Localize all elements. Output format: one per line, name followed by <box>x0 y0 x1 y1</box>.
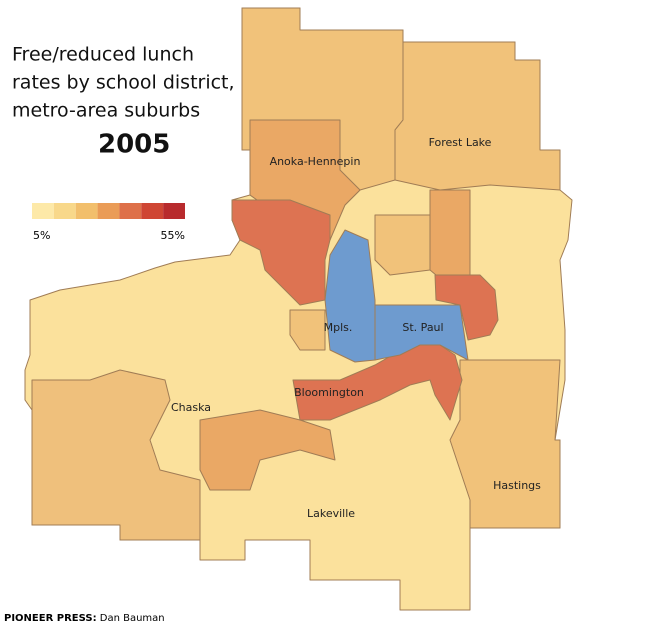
district <box>374 214 431 276</box>
district <box>231 199 331 306</box>
district-label: Forest Lake <box>429 136 492 149</box>
district <box>31 369 201 541</box>
legend-swatch <box>119 203 142 219</box>
legend: 5% 55% <box>32 203 185 242</box>
legend-swatch <box>141 203 164 219</box>
legend-swatch <box>53 203 76 219</box>
district <box>199 409 336 491</box>
legend-high: 55% <box>161 229 185 242</box>
district-label: Bloomington <box>294 386 364 399</box>
districts <box>24 7 573 611</box>
title: Free/reduced lunch rates by school distri… <box>12 44 235 160</box>
credit-source: PIONEER PRESS: <box>4 613 97 624</box>
legend-swatch <box>32 203 54 219</box>
legend-swatch <box>97 203 120 219</box>
district <box>394 41 561 191</box>
district <box>374 304 469 361</box>
legend-low: 5% <box>33 229 50 242</box>
legend-swatch <box>75 203 98 219</box>
district-labels: Anoka-Hennepin Forest Lake Mpls. St. Paul Bl… <box>171 136 541 520</box>
title-year: 2005 <box>98 130 170 160</box>
district-label: St. Paul <box>402 321 443 334</box>
district-label: Lakeville <box>307 507 355 520</box>
district <box>434 274 499 341</box>
district <box>289 309 326 351</box>
credit-author: Dan Bauman <box>100 613 165 624</box>
credit: PIONEER PRESS: Dan Bauman <box>4 613 165 624</box>
district-label: Mpls. <box>324 321 353 334</box>
title-line: metro-area suburbs <box>12 100 200 122</box>
title-line: Free/reduced lunch <box>12 44 194 66</box>
legend-swatch <box>163 203 185 219</box>
title-line: rates by school district, <box>12 72 235 94</box>
district-label: Anoka-Hennepin <box>270 155 361 168</box>
district-label: Chaska <box>171 401 211 414</box>
district <box>449 359 561 529</box>
district <box>429 189 471 276</box>
district-label: Hastings <box>493 479 541 492</box>
